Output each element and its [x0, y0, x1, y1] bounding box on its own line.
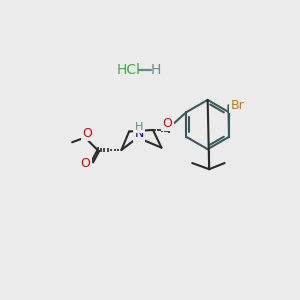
- Text: O: O: [163, 116, 172, 130]
- Text: O: O: [82, 127, 92, 140]
- Text: N: N: [134, 127, 144, 140]
- Text: O: O: [80, 157, 90, 169]
- Text: H: H: [151, 63, 161, 77]
- Text: H: H: [135, 122, 143, 132]
- Text: HCl: HCl: [117, 63, 141, 77]
- Text: Br: Br: [231, 99, 244, 112]
